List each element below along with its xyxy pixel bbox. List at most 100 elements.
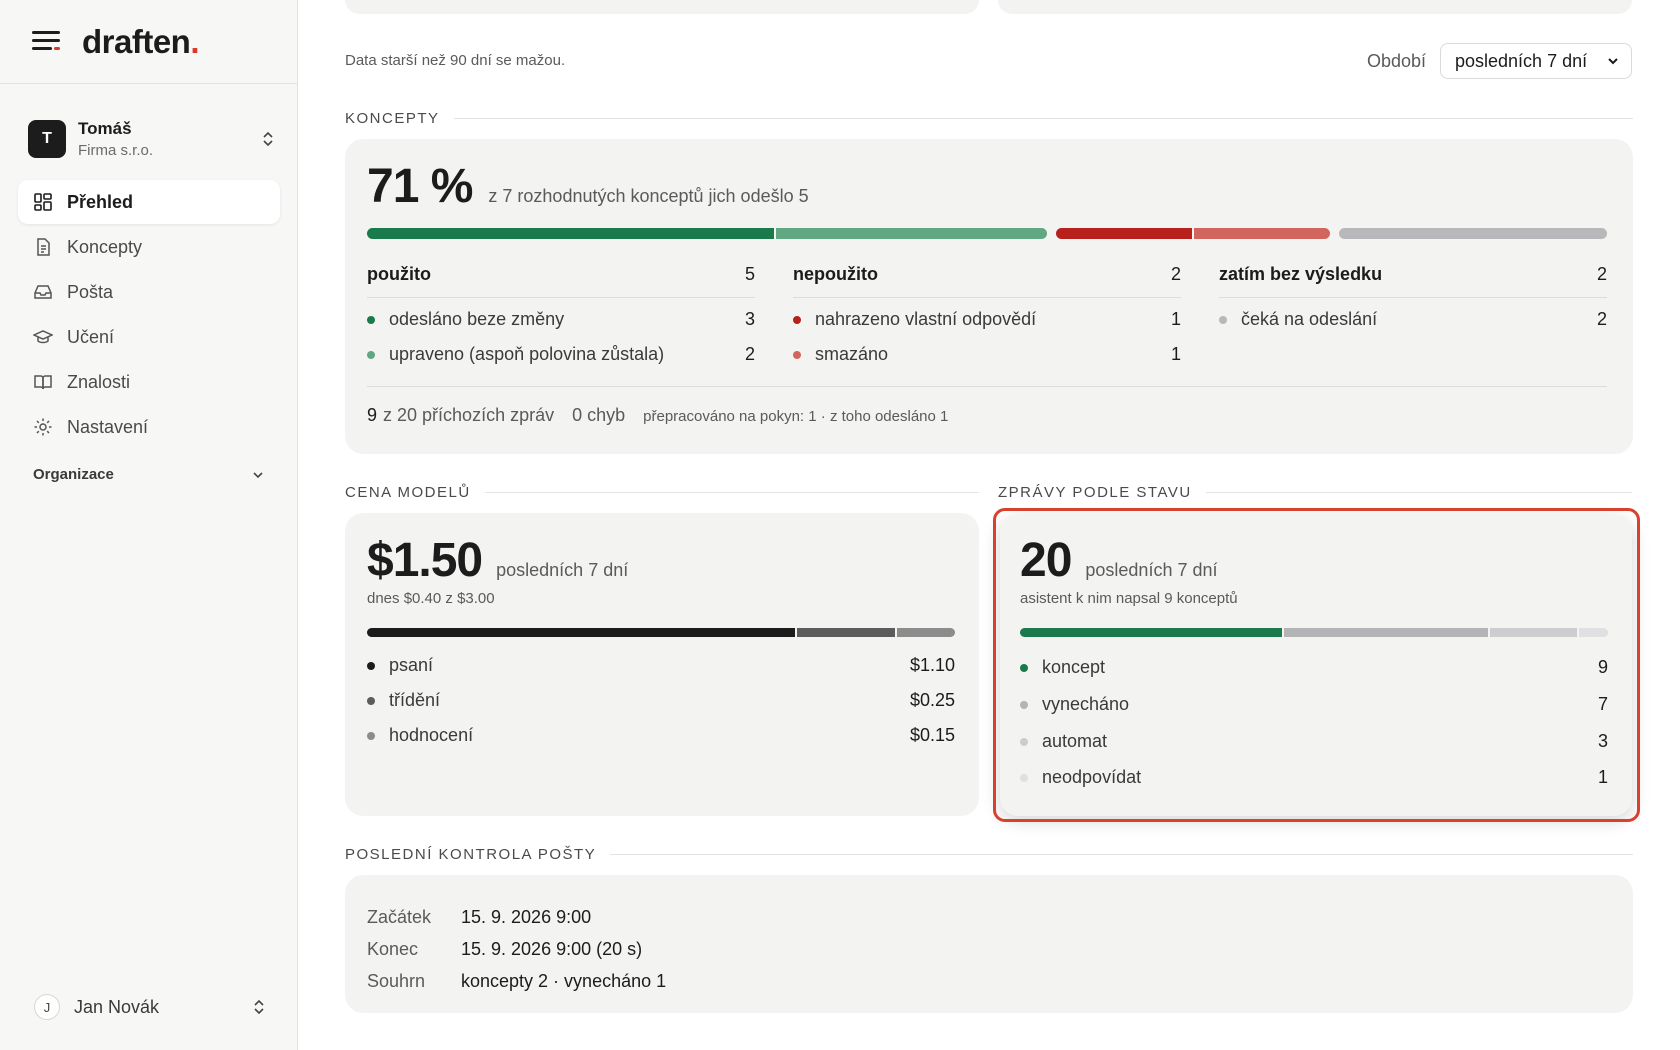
section-title-model-cost: CENA MODELŮ — [345, 484, 979, 501]
retention-note: Data starší než 90 dní se mažou. — [345, 52, 566, 69]
sidebar-item-uceni[interactable]: Učení — [18, 315, 280, 359]
chevron-up-down-icon — [260, 129, 276, 150]
sidebar-item-znalosti[interactable]: Znalosti — [18, 360, 280, 404]
sidebar-item-label: Znalosti — [67, 371, 131, 392]
list-item: hodnocení $0.15 — [367, 725, 955, 746]
status-dot — [1219, 315, 1227, 324]
account-name: Tomáš — [78, 119, 132, 138]
section-title-concepts: KONCEPTY — [345, 110, 1633, 127]
period-label: Období — [1366, 50, 1426, 71]
sidebar-item-label: Koncepty — [67, 236, 143, 257]
messages-count: 20 — [1020, 534, 1072, 587]
brand-header: draften. — [0, 0, 297, 84]
bar-segment-edited — [776, 228, 1047, 239]
bar-segment — [367, 628, 796, 637]
graduation-cap-icon — [33, 330, 53, 344]
concepts-summary: z 7 rozhodnutých konceptů jich odešlo 5 — [488, 186, 809, 206]
organization-label: Organizace — [33, 466, 114, 483]
messages-period: posledních 7 dní — [1085, 560, 1218, 580]
bar-segment-sent — [367, 228, 774, 239]
bar-segment — [1283, 628, 1488, 637]
sidebar-item-prehled[interactable]: Přehled — [18, 180, 280, 224]
list-item: třídění $0.25 — [367, 690, 955, 711]
section-title-messages: ZPRÁVY PODLE STAVU — [998, 484, 1632, 501]
list-item: odesláno beze změny 3 — [367, 309, 755, 330]
account-avatar: T — [28, 120, 66, 158]
model-cost-card: $1.50 posledních 7 dní dnes $0.40 z $3.0… — [345, 513, 979, 816]
sidebar-item-koncepty[interactable]: Koncepty — [18, 225, 280, 269]
status-dot — [367, 350, 375, 359]
cost-total: $1.50 — [367, 534, 483, 587]
list-item: koncept 9 — [1020, 657, 1608, 678]
status-dot — [367, 661, 375, 670]
logo[interactable]: draften. — [82, 22, 200, 60]
last-check-card: Začátek 15. 9. 2026 9:00 Konec 15. 9. 20… — [345, 875, 1633, 1013]
status-dot — [367, 696, 375, 705]
focus-highlight — [993, 508, 1640, 822]
concepts-card: 71 % z 7 rozhodnutých konceptů jich odeš… — [345, 139, 1633, 454]
bar-segment — [797, 628, 895, 637]
user-avatar: J — [34, 994, 60, 1020]
status-dot — [367, 315, 375, 324]
account-switcher[interactable]: T Tomáš Firma s.r.o. — [28, 118, 276, 160]
organization-toggle[interactable]: Organizace — [33, 466, 265, 483]
list-item: smazáno 1 — [793, 344, 1181, 365]
book-icon — [34, 375, 52, 390]
sidebar: draften. T Tomáš Firma s.r.o. Přehled Ko… — [0, 0, 298, 1050]
cost-breakdown-bar — [367, 628, 955, 637]
sidebar-item-posta[interactable]: Pošta — [18, 270, 280, 314]
sidebar-item-label: Učení — [67, 326, 115, 347]
bar-segment-deleted — [1194, 228, 1330, 239]
document-icon — [37, 238, 50, 256]
incoming-count: 9 — [367, 405, 378, 425]
group-used-header: použito 5 — [367, 264, 755, 298]
list-item: upraveno (aspoň polovina zůstala) 2 — [367, 344, 755, 365]
bar-segment-pending — [1339, 228, 1607, 239]
chevron-down-icon — [1608, 58, 1618, 65]
list-item: neodpovídat 1 — [1020, 767, 1608, 788]
list-item: automat 3 — [1020, 731, 1608, 752]
list-item: nahrazeno vlastní odpovědí 1 — [793, 309, 1181, 330]
status-dot — [1020, 663, 1028, 672]
last-check-table: Začátek 15. 9. 2026 9:00 Konec 15. 9. 20… — [367, 901, 666, 997]
list-item: psaní $1.10 — [367, 655, 955, 676]
status-dot — [1020, 737, 1028, 746]
dashboard-icon — [34, 193, 52, 211]
reworked-note: přepracováno na pokyn: 1 · z toho odeslá… — [643, 408, 949, 425]
cost-today: dnes $0.40 z $3.00 — [367, 590, 495, 607]
user-name: Jan Novák — [74, 996, 160, 1017]
group-unused-header: nepoužito 2 — [793, 264, 1181, 298]
bar-segment — [1578, 628, 1608, 637]
error-count: 0 chyb — [572, 405, 626, 425]
bar-segment-replaced — [1056, 228, 1192, 239]
section-title-last-check: POSLEDNÍ KONTROLA POŠTY — [345, 846, 1633, 863]
list-item: čeká na odeslání 2 — [1219, 309, 1607, 330]
main-content: Data starší než 90 dní se mažou. Období … — [298, 0, 1680, 1050]
bar-segment — [896, 628, 955, 637]
divider — [367, 386, 1607, 387]
table-row: Začátek 15. 9. 2026 9:00 — [367, 907, 592, 927]
period-select[interactable]: posledních 7 dní — [1440, 43, 1632, 79]
status-dot — [1020, 700, 1028, 709]
concepts-outcome-bar — [367, 228, 1607, 239]
sidebar-nav: Přehled Koncepty Pošta Učení Znalosti Na… — [18, 180, 280, 450]
gear-icon — [34, 418, 52, 436]
list-item: vynecháno 7 — [1020, 694, 1608, 715]
chevron-down-icon — [253, 471, 263, 478]
group-pending-header: zatím bez výsledku 2 — [1219, 264, 1607, 298]
status-dot — [793, 315, 801, 324]
user-menu[interactable]: J Jan Novák — [34, 994, 266, 1020]
status-dot — [793, 350, 801, 359]
inbox-icon — [34, 285, 52, 299]
sidebar-item-nastaveni[interactable]: Nastavení — [18, 405, 280, 449]
messages-status-bar — [1020, 628, 1608, 637]
messages-sub: asistent k nim napsal 9 konceptů — [1020, 590, 1238, 607]
table-row: Souhrn koncepty 2 · vynecháno 1 — [367, 971, 667, 991]
concepts-percent: 71 % — [367, 160, 473, 213]
cost-period: posledních 7 dní — [496, 560, 629, 580]
period-filter: Období posledních 7 dní — [1367, 43, 1632, 79]
top-card-left — [345, 0, 979, 14]
messages-card: 20 posledních 7 dní asistent k nim napsa… — [1000, 516, 1632, 816]
incoming-text: z 20 příchozích zpráv — [383, 405, 555, 425]
menu-icon[interactable] — [32, 30, 60, 53]
